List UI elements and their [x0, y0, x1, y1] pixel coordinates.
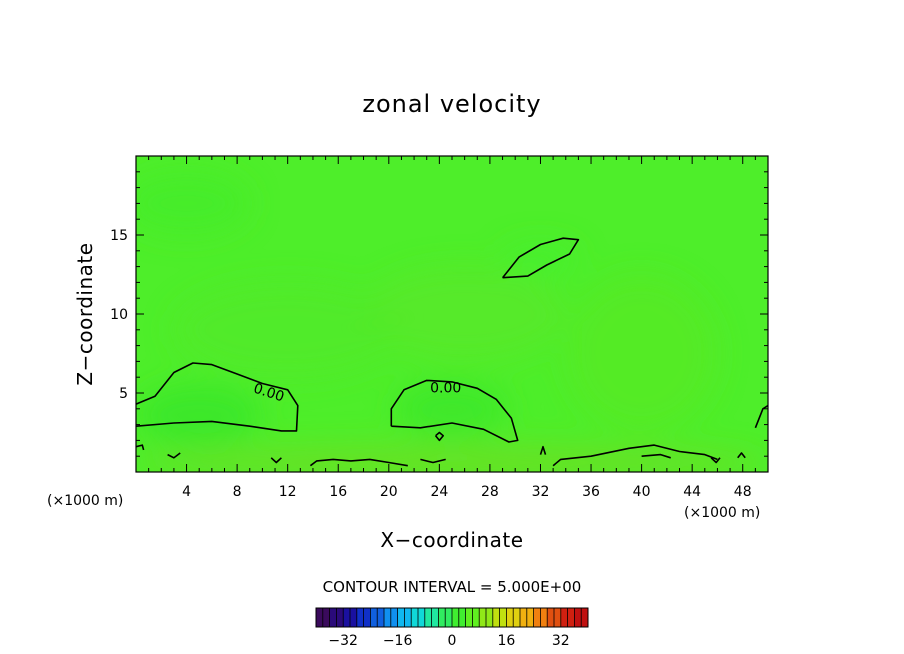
y-axis-ticks: 5 10 15 [110, 171, 768, 457]
x-axis-label: X−coordinate [380, 528, 523, 552]
colorbar-ticks: −32 −16 0 16 32 [328, 633, 569, 649]
colorbar-swatch-16 [424, 608, 432, 627]
colorbar-swatch-33 [540, 608, 548, 627]
colorbar-swatch-4 [343, 608, 351, 627]
zero-contour-0 [136, 362, 299, 432]
field-region-4 [363, 266, 566, 362]
field-region-5 [173, 282, 402, 378]
colorbar-swatch-12 [397, 608, 405, 627]
colorbar-swatch-2 [329, 608, 337, 627]
zero-contour-9 [737, 452, 746, 459]
field-region-0 [136, 383, 263, 447]
colorbar-swatch-28 [506, 608, 514, 627]
x-tick-label-28: 28 [481, 484, 499, 500]
x-tick-label-32: 32 [532, 484, 550, 500]
chart-title: zonal velocity [362, 90, 541, 118]
colorbar-swatch-1 [322, 608, 330, 627]
colorbar-swatch-17 [431, 608, 439, 627]
colorbar-swatch-3 [336, 608, 344, 627]
colorbar-swatch-23 [472, 608, 480, 627]
field-region-1 [395, 380, 509, 438]
zero-contour-3 [309, 458, 408, 467]
colorbar-swatch-7 [363, 608, 371, 627]
colorbar-swatch-14 [411, 608, 419, 627]
colorbar-swatch-19 [445, 608, 453, 627]
zero-contour-6 [434, 431, 444, 442]
colorbar-frame [315, 607, 589, 628]
x-tick-label-44: 44 [683, 484, 701, 500]
zero-contour-2 [501, 237, 580, 279]
zero-contour-7 [641, 453, 671, 459]
x-tick-label-16: 16 [329, 484, 347, 500]
colorbar-swatch-9 [377, 608, 385, 627]
colorbar-swatch-34 [547, 608, 555, 627]
x-tick-label-20: 20 [380, 484, 398, 500]
zero-contour-12 [270, 457, 282, 464]
x-unit-label-right: (×1000 m) [684, 505, 760, 521]
colorbar-swatch-10 [384, 608, 392, 627]
colorbar-swatch-20 [452, 608, 460, 627]
zero-contour-5 [754, 404, 768, 429]
x-axis-ticks: 4 8 12 16 20 24 28 32 36 40 44 48 [148, 156, 756, 500]
colorbar-swatch-30 [520, 608, 528, 627]
colorbar-swatch-21 [458, 608, 466, 627]
colorbar-swatch-26 [492, 608, 500, 627]
colorbar-swatch-5 [350, 608, 358, 627]
contour-lines [136, 237, 768, 467]
x-tick-label-12: 12 [279, 484, 297, 500]
zero-contour-1 [390, 379, 519, 443]
colorbar-swatch-27 [499, 608, 507, 627]
colorbar-swatch-38 [574, 608, 582, 627]
colorbar-swatch-8 [370, 608, 378, 627]
colorbar-swatch-6 [356, 608, 364, 627]
colorbar-swatch-18 [438, 608, 446, 627]
colorbar-tick-label-1: −16 [383, 633, 413, 649]
colorbar [315, 607, 589, 628]
y-axis-label: Z−coordinate [73, 242, 97, 385]
field-region-3 [565, 274, 718, 433]
x-tick-label-48: 48 [734, 484, 752, 500]
colorbar-swatch-0 [316, 608, 324, 627]
colorbar-swatch-22 [465, 608, 473, 627]
colorbar-tick-label-4: 32 [552, 633, 570, 649]
x-unit-label-left: (×1000 m) [47, 493, 123, 509]
colorbar-swatch-37 [567, 608, 575, 627]
zero-contour-14 [539, 445, 547, 455]
y-tick-label-5: 5 [119, 386, 128, 402]
x-tick-label-24: 24 [430, 484, 448, 500]
colorbar-swatch-29 [513, 608, 521, 627]
colorbar-swatch-24 [479, 608, 487, 627]
zero-contour-10 [136, 444, 145, 451]
colorbar-swatch-32 [533, 608, 541, 627]
colorbar-tick-label-0: −32 [328, 633, 358, 649]
contour-label-1: 0.00 [430, 380, 461, 396]
colorbar-swatch-39 [581, 608, 589, 627]
colorbar-swatch-36 [560, 608, 568, 627]
colorbar-tick-label-2: 0 [448, 633, 457, 649]
field-region-6 [136, 171, 250, 235]
x-tick-label-8: 8 [233, 484, 242, 500]
field-region-2 [502, 242, 579, 275]
colorbar-swatch-31 [526, 608, 534, 627]
y-tick-label-10: 10 [110, 307, 128, 323]
x-tick-label-4: 4 [182, 484, 191, 500]
colorbar-swatch-15 [418, 608, 426, 627]
colorbar-swatch-11 [390, 608, 398, 627]
field-shading [136, 171, 768, 472]
x-tick-label-36: 36 [582, 484, 600, 500]
contour-interval-label: CONTOUR INTERVAL = 5.000E+00 [323, 578, 582, 596]
x-tick-label-40: 40 [633, 484, 651, 500]
y-tick-label-15: 15 [110, 228, 128, 244]
colorbar-swatch-35 [554, 608, 562, 627]
zero-contour-8 [710, 457, 721, 464]
colorbar-swatch-13 [404, 608, 412, 627]
zero-contour-4 [552, 444, 718, 467]
zero-contour-13 [420, 458, 446, 464]
colorbar-tick-label-3: 16 [497, 633, 515, 649]
colorbar-swatch-25 [486, 608, 494, 627]
zero-contour-11 [167, 452, 181, 459]
field-region-7 [136, 443, 768, 472]
